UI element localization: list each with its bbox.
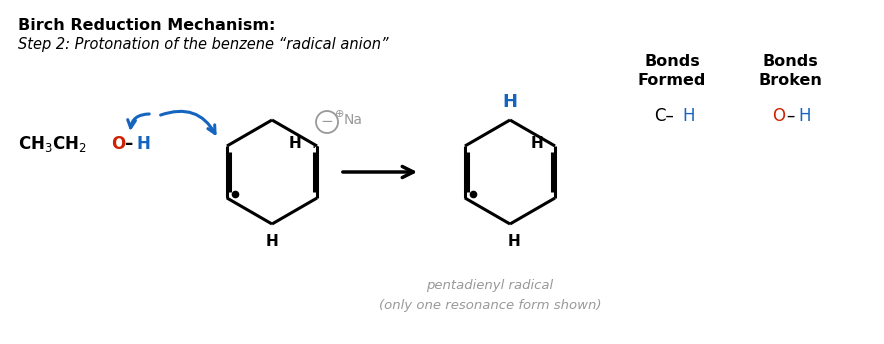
Text: ⊕: ⊕ [335, 109, 345, 119]
Text: pentadienyl radical: pentadienyl radical [426, 279, 553, 292]
Text: Bonds
Broken: Bonds Broken [758, 54, 822, 88]
Text: −: − [321, 114, 333, 129]
Text: CH$_3$CH$_2$: CH$_3$CH$_2$ [18, 134, 87, 154]
Text: O: O [772, 107, 785, 125]
Text: –: – [124, 135, 133, 153]
Text: H: H [289, 137, 301, 151]
Text: H: H [136, 135, 150, 153]
Text: O: O [111, 135, 126, 153]
Text: –: – [786, 107, 795, 125]
Text: ··: ·· [311, 141, 320, 155]
Text: Step 2: Protonation of the benzene “radical anion”: Step 2: Protonation of the benzene “radi… [18, 37, 389, 52]
Text: H: H [530, 137, 544, 151]
Text: Bonds
Formed: Bonds Formed [638, 54, 706, 88]
Text: H: H [265, 235, 278, 249]
Text: Na: Na [344, 113, 363, 127]
Text: C–: C– [654, 107, 674, 125]
Text: H: H [682, 107, 695, 125]
Text: H: H [798, 107, 811, 125]
Text: H: H [502, 93, 517, 111]
Text: (only one resonance form shown): (only one resonance form shown) [378, 300, 601, 312]
Text: H: H [507, 235, 521, 249]
Text: Birch Reduction Mechanism:: Birch Reduction Mechanism: [18, 18, 276, 33]
